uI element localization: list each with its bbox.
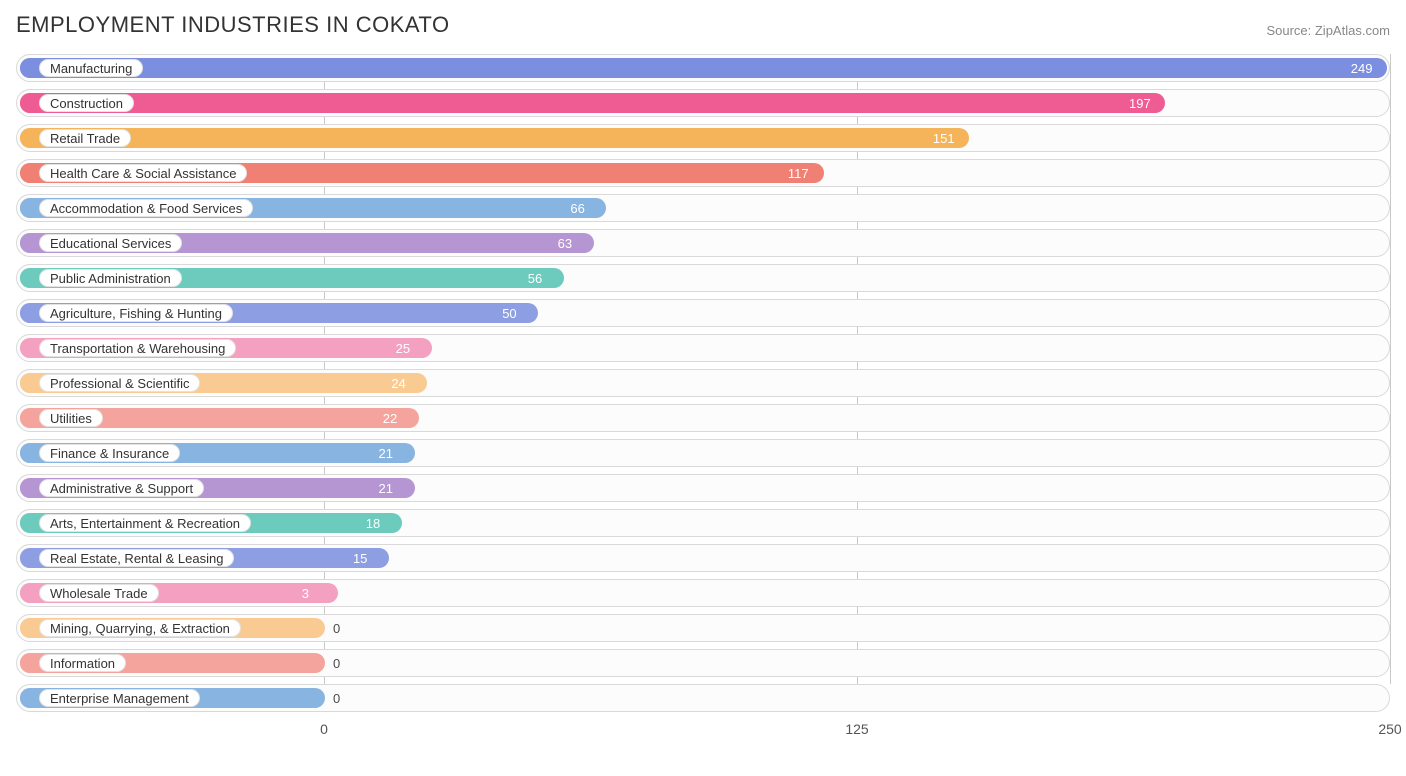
bar-value: 151 bbox=[933, 125, 955, 151]
bars-container: Manufacturing 249 Construction 197 Retail Tr… bbox=[16, 54, 1390, 712]
bar-value: 24 bbox=[391, 370, 405, 396]
bar-row: Transportation & Warehousing 25 bbox=[16, 334, 1390, 362]
bar-label: Public Administration bbox=[39, 269, 182, 287]
bar-value: 66 bbox=[570, 195, 584, 221]
bar-row: Utilities 22 bbox=[16, 404, 1390, 432]
bar-row: Educational Services 63 bbox=[16, 229, 1390, 257]
bar-value: 63 bbox=[558, 230, 572, 256]
bar-label: Educational Services bbox=[39, 234, 182, 252]
bar-row: Construction 197 bbox=[16, 89, 1390, 117]
bar-row: Wholesale Trade 3 bbox=[16, 579, 1390, 607]
bar-value: 0 bbox=[333, 650, 340, 676]
bar-fill bbox=[20, 93, 1165, 113]
chart-title: EMPLOYMENT INDUSTRIES IN COKATO bbox=[16, 12, 450, 38]
bar-row: Public Administration 56 bbox=[16, 264, 1390, 292]
bar-label: Enterprise Management bbox=[39, 689, 200, 707]
bar-value: 0 bbox=[333, 685, 340, 711]
chart-source: Source: ZipAtlas.com bbox=[1266, 23, 1390, 38]
bar-label: Manufacturing bbox=[39, 59, 143, 77]
x-tick: 250 bbox=[1378, 721, 1401, 737]
bar-label: Arts, Entertainment & Recreation bbox=[39, 514, 251, 532]
bar-fill bbox=[20, 128, 969, 148]
bar-label: Retail Trade bbox=[39, 129, 131, 147]
x-tick: 125 bbox=[845, 721, 868, 737]
bar-label: Mining, Quarrying, & Extraction bbox=[39, 619, 241, 637]
bar-row: Enterprise Management 0 bbox=[16, 684, 1390, 712]
bar-label: Wholesale Trade bbox=[39, 584, 159, 602]
bar-value: 0 bbox=[333, 615, 340, 641]
bar-value: 21 bbox=[379, 440, 393, 466]
bar-fill bbox=[20, 58, 1387, 78]
bar-value: 15 bbox=[353, 545, 367, 571]
bar-value: 3 bbox=[302, 580, 309, 606]
bar-label: Information bbox=[39, 654, 126, 672]
bar-row: Information 0 bbox=[16, 649, 1390, 677]
bar-value: 50 bbox=[502, 300, 516, 326]
bar-label: Transportation & Warehousing bbox=[39, 339, 236, 357]
bar-row: Health Care & Social Assistance 117 bbox=[16, 159, 1390, 187]
bar-value: 117 bbox=[788, 160, 809, 186]
chart-area: Manufacturing 249 Construction 197 Retail Tr… bbox=[16, 54, 1390, 743]
x-tick: 0 bbox=[320, 721, 328, 737]
bar-label: Utilities bbox=[39, 409, 103, 427]
gridline bbox=[1390, 54, 1391, 684]
chart-header: EMPLOYMENT INDUSTRIES IN COKATO Source: … bbox=[16, 12, 1390, 38]
bar-value: 56 bbox=[528, 265, 542, 291]
bar-row: Professional & Scientific 24 bbox=[16, 369, 1390, 397]
x-axis: 0125250 bbox=[16, 719, 1390, 743]
bar-label: Finance & Insurance bbox=[39, 444, 180, 462]
bar-label: Administrative & Support bbox=[39, 479, 204, 497]
bar-label: Construction bbox=[39, 94, 134, 112]
bar-label: Agriculture, Fishing & Hunting bbox=[39, 304, 233, 322]
bar-row: Retail Trade 151 bbox=[16, 124, 1390, 152]
bar-row: Real Estate, Rental & Leasing 15 bbox=[16, 544, 1390, 572]
bar-label: Health Care & Social Assistance bbox=[39, 164, 247, 182]
bar-row: Agriculture, Fishing & Hunting 50 bbox=[16, 299, 1390, 327]
bar-value: 22 bbox=[383, 405, 397, 431]
bar-value: 197 bbox=[1129, 90, 1151, 116]
bar-row: Manufacturing 249 bbox=[16, 54, 1390, 82]
bar-row: Mining, Quarrying, & Extraction 0 bbox=[16, 614, 1390, 642]
bar-label: Accommodation & Food Services bbox=[39, 199, 253, 217]
bar-value: 25 bbox=[396, 335, 410, 361]
bar-value: 249 bbox=[1351, 55, 1373, 81]
bar-row: Accommodation & Food Services 66 bbox=[16, 194, 1390, 222]
bar-row: Administrative & Support 21 bbox=[16, 474, 1390, 502]
bar-value: 21 bbox=[379, 475, 393, 501]
bar-value: 18 bbox=[366, 510, 380, 536]
bar-row: Arts, Entertainment & Recreation 18 bbox=[16, 509, 1390, 537]
bar-row: Finance & Insurance 21 bbox=[16, 439, 1390, 467]
bar-label: Professional & Scientific bbox=[39, 374, 200, 392]
bar-label: Real Estate, Rental & Leasing bbox=[39, 549, 234, 567]
